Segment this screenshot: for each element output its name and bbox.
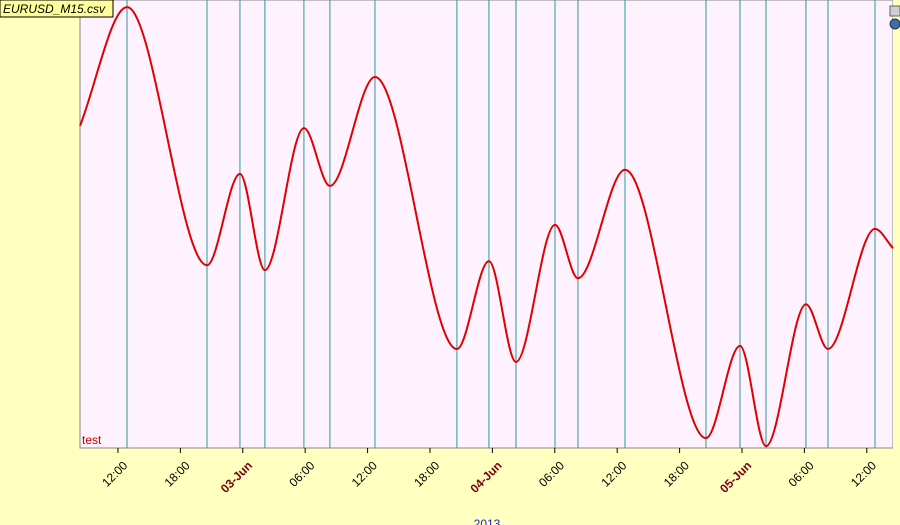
title-box — [0, 0, 114, 18]
chart-title: EURUSD_M15.csv — [3, 2, 106, 16]
plot-area — [79, 0, 894, 449]
line — [79, 6, 894, 448]
scrollbar[interactable] — [893, 0, 900, 525]
scroll-up[interactable] — [889, 5, 900, 17]
zoom-button[interactable] — [889, 18, 900, 30]
annotation: test — [82, 433, 102, 447]
x-axis-label: 2013 — [474, 517, 501, 525]
